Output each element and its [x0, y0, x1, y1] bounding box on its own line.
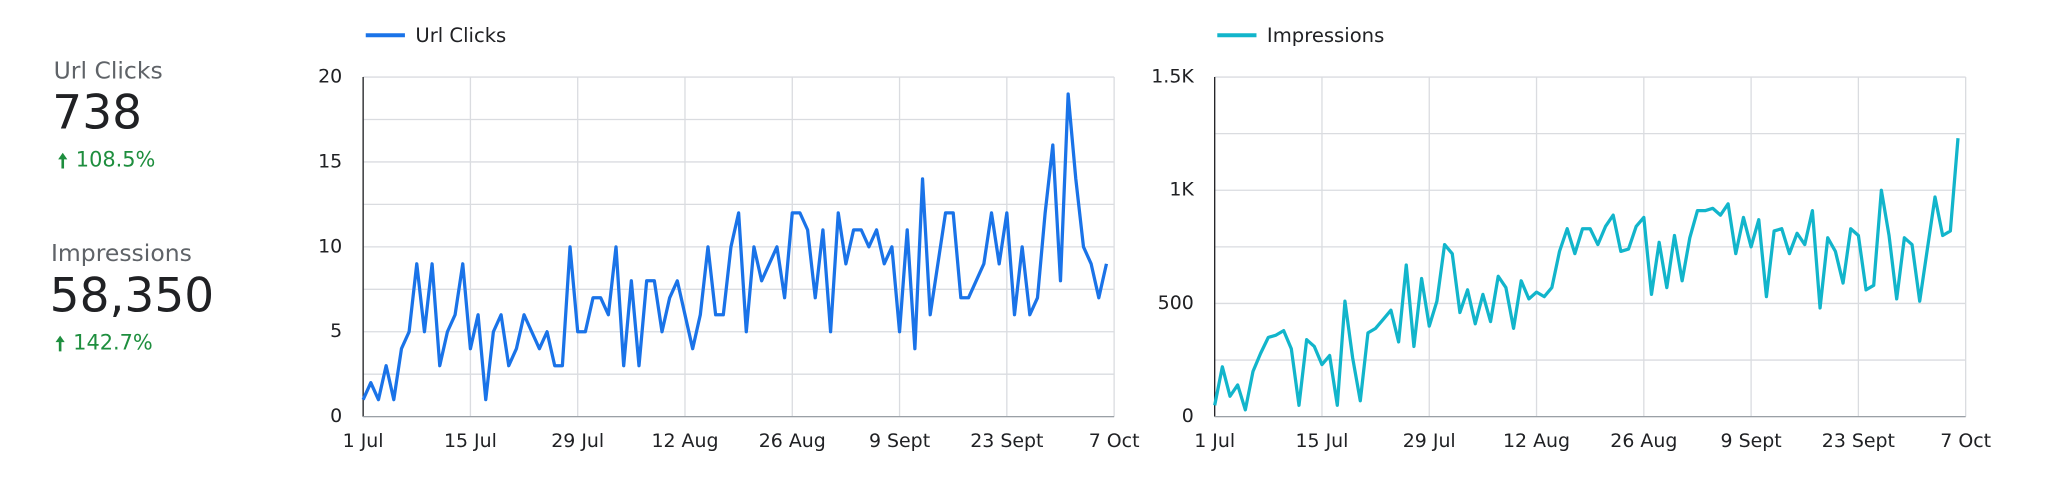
line-series — [361, 92, 1109, 402]
x-tick-label: 1 Jul — [343, 430, 384, 452]
up-arrow — [55, 335, 65, 352]
y-tick-label: 500 — [1158, 292, 1194, 314]
legend-label: Impressions — [1267, 24, 1384, 47]
x-tick-label: 26 Aug — [1610, 430, 1677, 452]
x-tick-label: 7 Oct — [1089, 430, 1140, 452]
y-tick-label: 20 — [318, 66, 342, 88]
y-tick-label: 1.5K — [1151, 66, 1194, 88]
scorecard-label: Impressions — [51, 239, 192, 267]
x-tick-label: 23 Sept — [1822, 430, 1895, 452]
x-tick-label: 15 Jul — [444, 430, 497, 452]
legend-label: Url Clicks — [415, 24, 506, 47]
x-tick-label: 9 Sept — [869, 430, 930, 452]
scorecard-value: 58,350 — [50, 269, 214, 324]
x-tick-label: 29 Jul — [1403, 430, 1456, 452]
line-series — [1213, 138, 1960, 412]
scorecard-value: 738 — [52, 86, 142, 141]
y-tick-label: 10 — [318, 235, 342, 257]
x-tick-label: 23 Sept — [970, 430, 1043, 452]
up-arrow — [58, 152, 68, 169]
y-tick-label: 5 — [330, 320, 342, 342]
y-tick-label: 1K — [1169, 179, 1194, 201]
scorecard-change: 142.7% — [73, 330, 153, 354]
x-tick-label: 9 Sept — [1721, 430, 1782, 452]
x-tick-label: 7 Oct — [1940, 430, 1991, 452]
y-tick-label: 0 — [1182, 405, 1194, 427]
y-tick-label: 0 — [330, 405, 342, 427]
x-tick-label: 15 Jul — [1295, 430, 1348, 452]
scorecard-label: Url Clicks — [54, 56, 163, 84]
x-tick-label: 12 Aug — [1503, 430, 1570, 452]
x-tick-label: 26 Aug — [759, 430, 826, 452]
x-tick-label: 1 Jul — [1194, 430, 1235, 452]
scorecard-change: 108.5% — [76, 148, 156, 172]
y-tick-label: 15 — [318, 150, 342, 172]
x-tick-label: 12 Aug — [651, 430, 718, 452]
x-tick-label: 29 Jul — [551, 430, 604, 452]
